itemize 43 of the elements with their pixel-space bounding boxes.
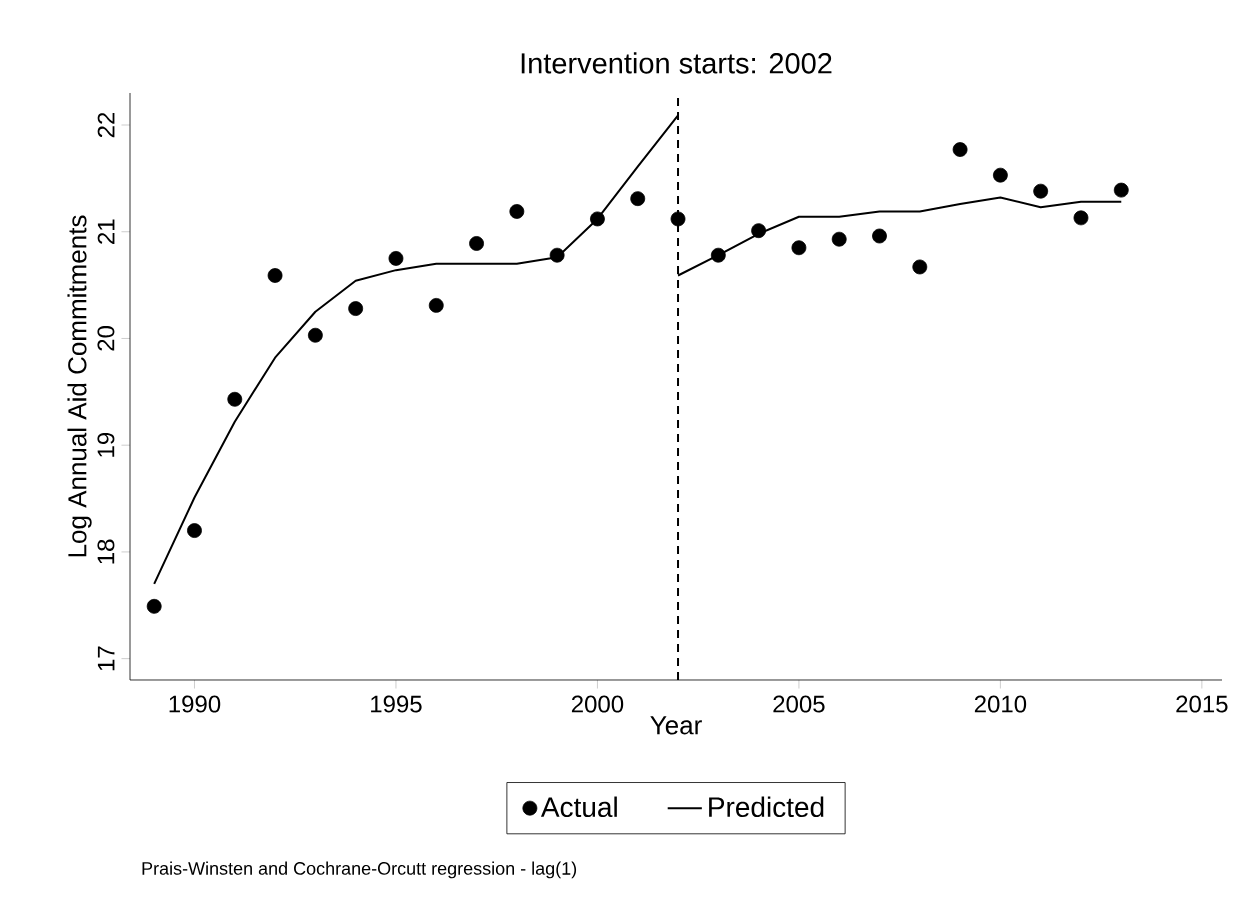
y-tick-label: 18 <box>97 539 115 564</box>
point <box>469 236 484 251</box>
text: Prais-Winsten and Cochrane-Orcutt regression - lag(1) <box>142 861 577 879</box>
x-tick-label: 2005 <box>773 695 825 713</box>
point <box>227 391 243 407</box>
point <box>992 167 1008 183</box>
point <box>549 247 565 263</box>
y-tick-label: 20 <box>97 326 115 351</box>
point <box>670 211 686 227</box>
legend-label: Predicted <box>709 796 824 818</box>
point <box>590 211 605 227</box>
point <box>791 240 807 256</box>
point <box>267 268 283 283</box>
point <box>388 251 404 266</box>
point <box>187 523 202 538</box>
y-tick-label: 22 <box>97 112 115 138</box>
point <box>872 228 887 244</box>
point <box>1113 182 1129 198</box>
point <box>952 142 968 157</box>
x-axis-title: Year <box>650 716 702 735</box>
point <box>146 598 162 614</box>
x-tick-label: 1995 <box>371 695 422 713</box>
point <box>751 223 767 239</box>
point <box>630 191 646 207</box>
legend-label: Actual <box>540 796 617 818</box>
point <box>1073 210 1089 226</box>
x-tick-label: 2015 <box>1176 695 1228 713</box>
point <box>307 327 323 343</box>
x-tick-label: 2000 <box>571 695 624 713</box>
point <box>348 301 364 316</box>
x-tick-label: 1990 <box>169 695 221 713</box>
point <box>831 231 847 247</box>
y-axis-title: Log Annual Aid Commitments <box>67 215 92 557</box>
point <box>710 247 726 263</box>
point <box>509 204 525 219</box>
point <box>912 259 928 275</box>
x-tick-label: 2010 <box>974 695 1027 713</box>
point <box>1033 183 1049 199</box>
y-tick-label: 19 <box>97 432 115 457</box>
y-tick-label: 21 <box>97 219 115 244</box>
chart-title: Intervention starts: 2002 <box>521 52 832 74</box>
y-tick-label: 17 <box>97 646 115 671</box>
point <box>428 297 444 313</box>
